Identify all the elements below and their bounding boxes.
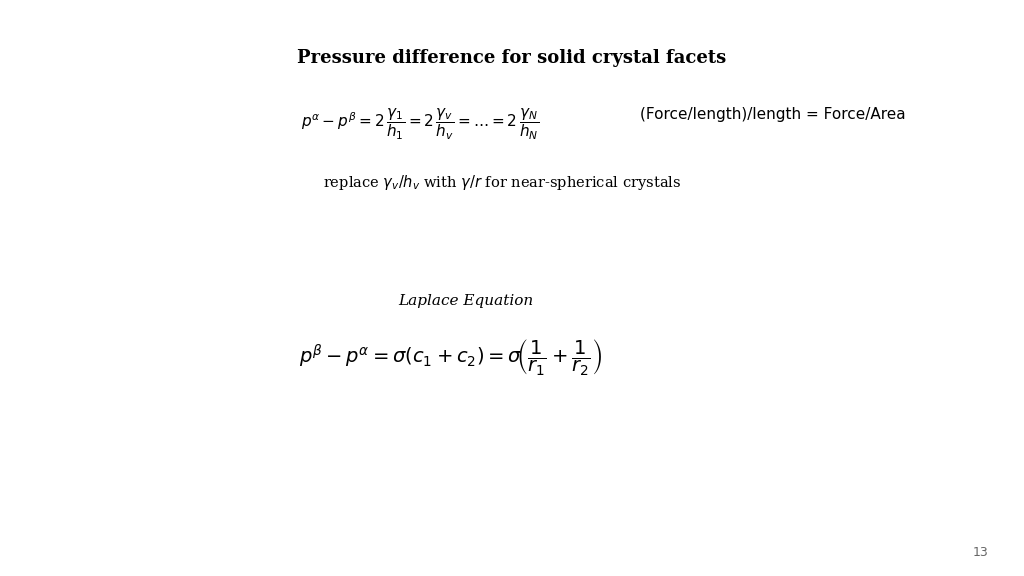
Text: (Force/length)/length = Force/Area: (Force/length)/length = Force/Area: [640, 107, 906, 122]
Text: replace $\gamma_v/h_v$ with $\gamma/r$ for near-spherical crystals: replace $\gamma_v/h_v$ with $\gamma/r$ f…: [323, 173, 681, 192]
Text: $p^{\alpha} - p^{\beta} =2\,\dfrac{\gamma_1}{h_1} =2\,\dfrac{\gamma_v}{h_v} = \l: $p^{\alpha} - p^{\beta} =2\,\dfrac{\gamm…: [301, 107, 539, 142]
Text: Laplace Equation: Laplace Equation: [398, 294, 534, 308]
Text: $p^{\beta} - p^{\alpha} = \sigma(c_1+c_2) = \sigma\!\left(\dfrac{1}{r_1}+\dfrac{: $p^{\beta} - p^{\alpha} = \sigma(c_1+c_2…: [299, 337, 602, 377]
Text: Pressure difference for solid crystal facets: Pressure difference for solid crystal fa…: [297, 49, 727, 67]
Text: 13: 13: [973, 545, 988, 559]
